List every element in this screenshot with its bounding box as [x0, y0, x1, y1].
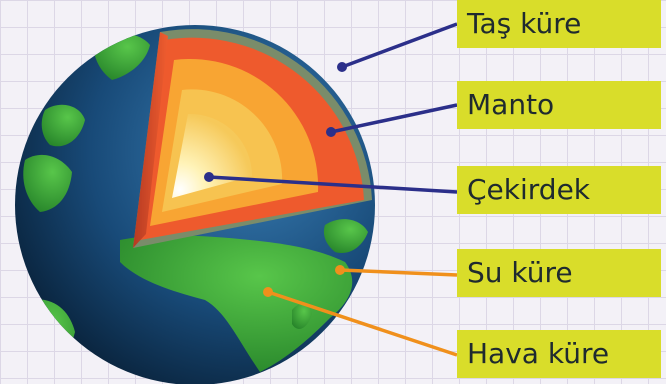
leader-dot-core	[204, 172, 214, 182]
leader-dot-mantle	[326, 127, 336, 137]
leader-line-atmosphere	[267, 290, 458, 357]
label-atmosphere: Hava küre	[457, 330, 661, 378]
label-core: Çekirdek	[457, 166, 661, 214]
continent-arabia	[323, 219, 368, 254]
leader-dot-atmosphere	[263, 287, 273, 297]
leader-line-core	[208, 175, 458, 194]
label-hydrosphere: Su küre	[457, 249, 661, 297]
continent-europe	[41, 104, 85, 147]
leader-line-crust	[341, 22, 458, 69]
leader-dot-crust	[337, 62, 347, 72]
mantle-cut-face	[133, 32, 168, 248]
label-mantle: Manto	[457, 81, 661, 129]
leader-dot-hydrosphere	[335, 265, 345, 275]
leader-line-mantle	[330, 103, 458, 134]
continent-north-america	[23, 154, 72, 212]
label-crust: Taş küre	[457, 0, 661, 48]
continent-africa	[120, 235, 353, 372]
island-madagascar	[292, 303, 312, 329]
leader-line-hydrosphere	[339, 268, 458, 277]
